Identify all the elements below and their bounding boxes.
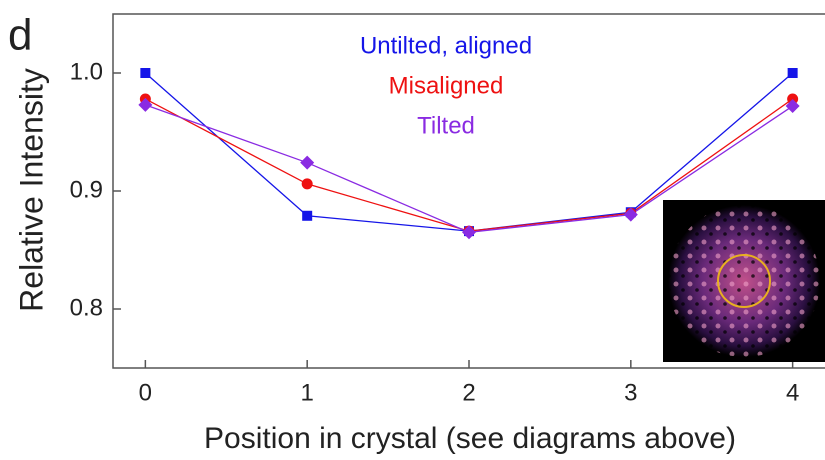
y-tick-label: 0.9 bbox=[70, 176, 103, 203]
x-tick-label: 4 bbox=[786, 379, 799, 406]
marker bbox=[302, 178, 313, 189]
x-tick-label: 3 bbox=[624, 379, 637, 406]
legend-entry: Tilted bbox=[417, 112, 475, 139]
x-tick-label: 2 bbox=[462, 379, 475, 406]
x-tick-label: 0 bbox=[139, 379, 152, 406]
y-tick-label: 0.8 bbox=[70, 294, 103, 321]
x-axis-label: Position in crystal (see diagrams above) bbox=[204, 422, 736, 455]
marker bbox=[300, 156, 314, 170]
y-axis-label: Relative Intensity bbox=[13, 68, 49, 312]
x-tick-label: 1 bbox=[301, 379, 314, 406]
inset-image bbox=[663, 200, 825, 362]
y-tick-label: 1.0 bbox=[70, 58, 103, 85]
marker bbox=[788, 68, 798, 78]
legend-entry: Misaligned bbox=[389, 72, 504, 99]
chart: d Position in crystal (see diagrams abov… bbox=[0, 0, 825, 460]
marker bbox=[140, 68, 150, 78]
legend-entry: Untilted, aligned bbox=[360, 32, 532, 59]
panel-label: d bbox=[8, 11, 32, 60]
marker bbox=[302, 211, 312, 221]
